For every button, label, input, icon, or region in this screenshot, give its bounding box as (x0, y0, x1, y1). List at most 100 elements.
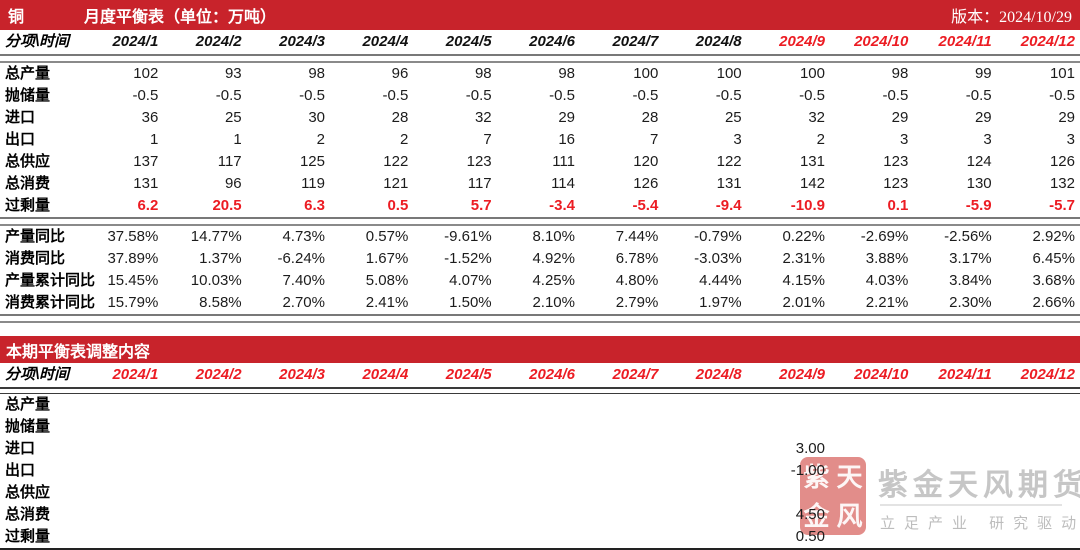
table-cell: 36 (141, 109, 159, 126)
table-cell: 20.5 (212, 197, 242, 214)
table-cell (413, 460, 496, 482)
row-label: 过剩量 (5, 197, 51, 214)
table-cell (80, 482, 163, 504)
table-cell: -5.7 (1049, 197, 1075, 214)
table-cell: 14.77% (190, 228, 242, 245)
table-cell: 16 (558, 131, 575, 148)
table1-title: 月度平衡表（单位：万吨） (84, 9, 277, 26)
table-cell (330, 460, 413, 482)
table-cell: 3.68% (1032, 272, 1075, 289)
table-cell: 25 (724, 109, 742, 126)
table-cell (830, 504, 913, 526)
table-cell: -10.9 (790, 197, 825, 214)
table-cell (663, 482, 746, 504)
row-label: 分项\时间 (5, 33, 70, 50)
table-cell: 6.45% (1032, 250, 1075, 267)
table-cell (330, 438, 413, 460)
table-cell (913, 416, 996, 438)
table-cell (80, 504, 163, 526)
table-cell (163, 416, 246, 438)
table-cell: 5.08% (365, 272, 409, 289)
table-cell: 37.89% (107, 250, 159, 267)
month-header: 2024/3 (279, 33, 325, 50)
table-cell: 3.17% (949, 250, 992, 267)
table-cell: -9.4 (715, 197, 742, 214)
table-cell: -0.5 (132, 87, 159, 104)
month-header: 2024/7 (612, 33, 659, 50)
table-cell (247, 460, 330, 482)
table-cell: 2.79% (615, 294, 659, 311)
table1-title-bar: 铜 月度平衡表（单位：万吨） 版本：2024/10/29 (0, 0, 1080, 30)
table-cell (997, 482, 1080, 504)
table-cell (830, 482, 913, 504)
adjustment-section-bar: 本期平衡表调整内容 (0, 336, 1080, 363)
seal-char: 金 (803, 500, 830, 531)
table-cell: -0.5 (882, 87, 909, 104)
table-cell: -0.5 (382, 87, 409, 104)
watermark-brand-text: 紫金天风期货 (878, 469, 1080, 502)
table-cell: 0.22% (782, 228, 825, 245)
table1-data-row: 抛储量 -0.5 -0.5 -0.5 -0.5 -0.5 -0.5 -0.5 -0.5 -0.5 -… (0, 85, 1080, 107)
table-cell: 4.44% (699, 272, 742, 289)
table-cell (497, 526, 580, 548)
table-cell: 125 (299, 153, 325, 170)
table-cell: 132 (1049, 175, 1075, 192)
table-cell: -6.24% (277, 250, 325, 267)
table-cell: 2.10% (532, 294, 575, 311)
seal-char: 风 (836, 500, 863, 531)
table-cell: 15.45% (107, 272, 159, 289)
month-header: 2024/10 (854, 366, 909, 383)
table-cell (913, 504, 996, 526)
table-cell: 6.78% (615, 250, 659, 267)
table-cell: 121 (383, 175, 409, 192)
table-cell (997, 526, 1080, 548)
table2-data-row: 过剩量 0.50 (0, 526, 1080, 548)
table-cell (330, 394, 413, 416)
table-cell (663, 526, 746, 548)
table-cell (80, 416, 163, 438)
version-label: 版本：2024/10/29 (951, 9, 1072, 26)
table-cell (580, 504, 663, 526)
table-cell: 29 (1058, 109, 1075, 126)
table-cell: -0.5 (549, 87, 575, 104)
table-cell (330, 416, 413, 438)
table-cell: 130 (966, 175, 992, 192)
table-cell: 4.15% (782, 272, 825, 289)
row-label: 总消费 (5, 506, 51, 523)
table-cell (413, 482, 496, 504)
table-cell (413, 394, 496, 416)
row-label: 消费累计同比 (5, 294, 96, 311)
table-cell (497, 482, 580, 504)
month-header: 2024/4 (362, 366, 409, 383)
table1-data-row: 总供应 137 117 125 122 123 111 120 122 131 123 124 126 (0, 151, 1080, 173)
table-cell: 32 (808, 109, 825, 126)
row-label: 进口 (5, 109, 36, 126)
table-cell: 2.66% (1032, 294, 1075, 311)
table-cell (330, 504, 413, 526)
table-cell: 2 (399, 131, 409, 148)
table-cell: -1.00 (790, 462, 825, 479)
table-cell: 4.50 (795, 506, 825, 523)
table-cell: 111 (552, 153, 575, 170)
table-cell: 1.67% (365, 250, 409, 267)
table-cell: -9.61% (444, 228, 492, 245)
table-cell (247, 394, 330, 416)
table-cell: 1 (149, 131, 159, 148)
table-cell: -0.5 (715, 87, 742, 104)
table-cell (163, 394, 246, 416)
table-cell: -1.52% (444, 250, 492, 267)
table1-pct-row: 消费同比 37.89% 1.37% -6.24% 1.67% -1.52% 4.92% 6.7… (0, 248, 1080, 270)
table-cell (497, 460, 580, 482)
table-cell: 37.58% (107, 228, 159, 245)
table-cell: -2.56% (944, 228, 992, 245)
table1-data-row: 过剩量 6.2 20.5 6.3 0.5 5.7 -3.4 -5.4 -9.4 -10.9 0.1 -… (0, 195, 1080, 217)
table-cell: 99 (974, 65, 992, 82)
separator-line (0, 54, 1080, 63)
table-cell: 25 (224, 109, 242, 126)
table-cell: 8.58% (199, 294, 242, 311)
table-cell (80, 394, 163, 416)
month-header: 2024/3 (279, 366, 325, 383)
table-cell: 2.01% (782, 294, 825, 311)
separator-line (0, 314, 1080, 323)
table-cell: 4.03% (865, 272, 909, 289)
